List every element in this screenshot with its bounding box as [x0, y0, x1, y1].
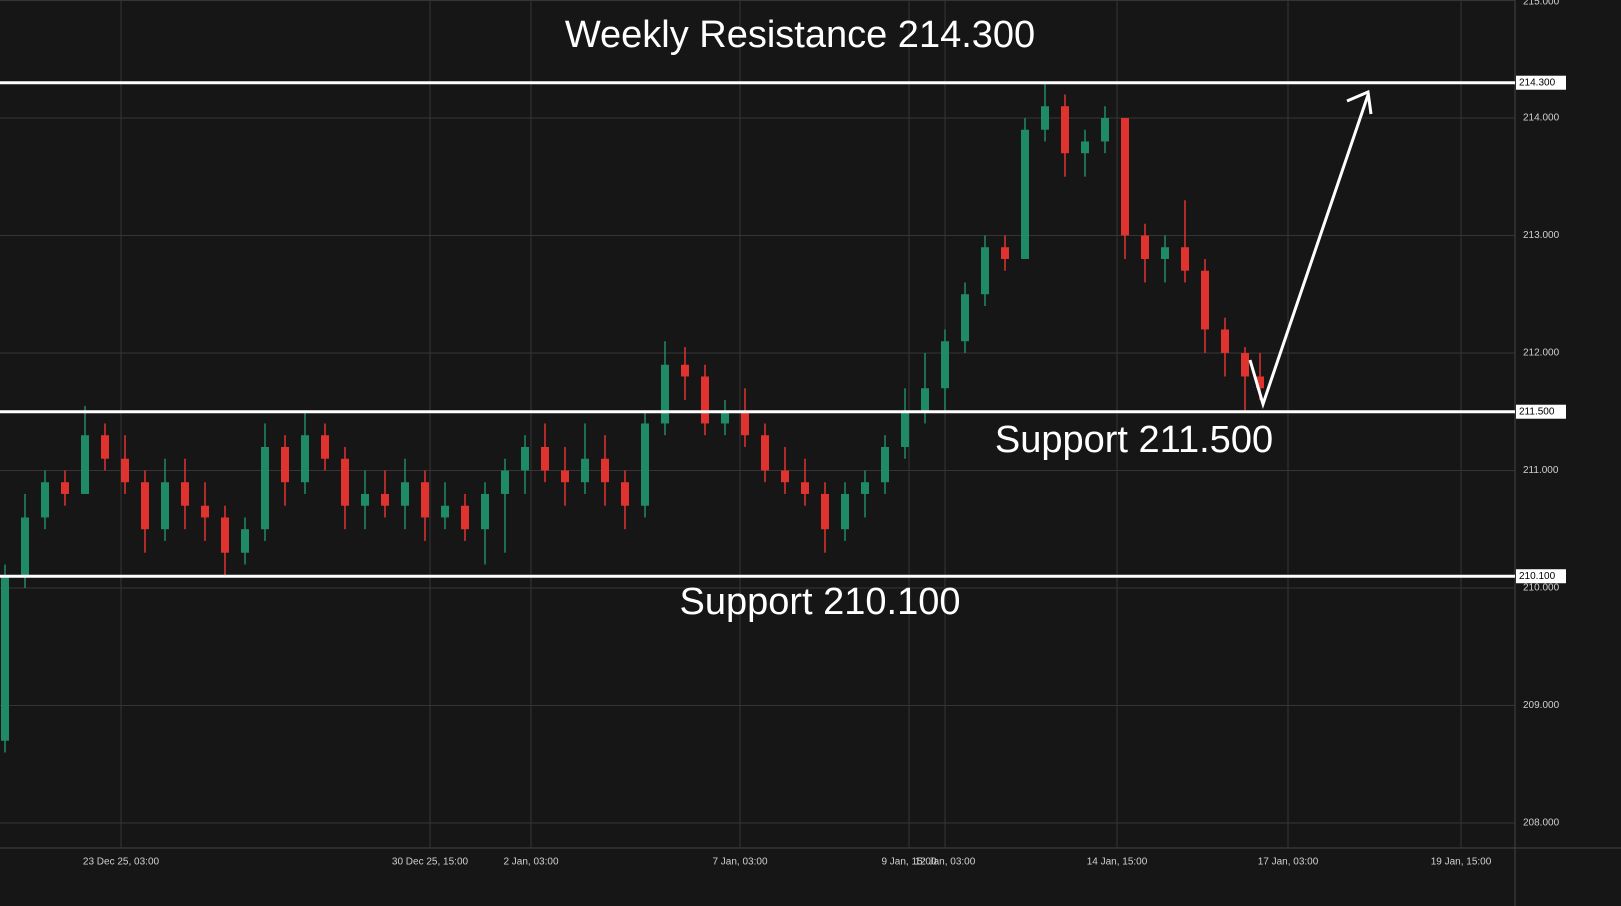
candle-body: [901, 411, 909, 447]
x-tick-label: 7 Jan, 03:00: [712, 857, 767, 868]
candle-body: [461, 505, 469, 530]
candle-body: [261, 446, 269, 530]
candle-body: [81, 435, 89, 494]
candle-body: [641, 423, 649, 506]
grid: [0, 0, 1515, 848]
candle-body: [1081, 141, 1089, 154]
y-tick-label: 213.000: [1523, 230, 1560, 241]
candle-body: [41, 482, 49, 518]
y-tick-label: 211.000: [1523, 465, 1559, 476]
candle-body: [1256, 376, 1264, 389]
candle-body: [761, 435, 769, 471]
candle-body: [681, 364, 689, 377]
candle-body: [441, 505, 449, 518]
candle-body: [1181, 247, 1189, 271]
level-label-box: [1516, 569, 1566, 584]
x-tick-label: 17 Jan, 03:00: [1258, 857, 1319, 868]
y-tick-label: 208.000: [1523, 818, 1560, 829]
candle-body: [241, 529, 249, 553]
candle-body: [1101, 117, 1109, 142]
candle-body: [381, 493, 389, 506]
candle-body: [1, 576, 9, 741]
candle-body: [21, 517, 29, 577]
candle-body: [1201, 270, 1209, 330]
x-tick-label: 14 Jan, 15:00: [1087, 857, 1148, 868]
y-tick-label: 215.000: [1523, 0, 1560, 8]
candle-body: [841, 493, 849, 530]
candle-body: [1021, 129, 1029, 259]
candle-body: [321, 435, 329, 459]
candle-body: [1141, 235, 1149, 259]
level-label-box: [1516, 404, 1566, 419]
candle-body: [61, 482, 69, 494]
candle-body: [281, 446, 289, 483]
x-tick-label: 9 Jan, 15:00: [881, 857, 936, 868]
arrow-head: [1346, 89, 1373, 115]
candle-body: [341, 458, 349, 506]
candle-body: [101, 435, 109, 459]
candle-body: [1001, 247, 1009, 259]
candle-body: [941, 341, 949, 389]
labels: 208.000 209.000 210.000 211.000 212.000 213.0…: [83, 0, 1560, 868]
candle-body: [301, 435, 309, 483]
candle-body: [861, 482, 869, 494]
level-label: 211.500: [1519, 406, 1555, 417]
candle-body: [881, 446, 889, 483]
candle-body: [121, 458, 129, 483]
x-tick-label: 19 Jan, 15:00: [1431, 857, 1492, 868]
annotation: Support 211.500: [995, 419, 1273, 461]
candle-body: [601, 458, 609, 483]
level-label: 214.300: [1519, 77, 1556, 88]
candle-body: [1241, 352, 1249, 377]
candle-body: [401, 482, 409, 506]
candle-body: [501, 470, 509, 494]
candles: [1, 82, 1264, 753]
candle-body: [1121, 117, 1129, 236]
candle-body: [141, 482, 149, 530]
level-label-box: [1516, 75, 1566, 90]
candle-body: [541, 446, 549, 471]
candle-body: [361, 493, 369, 506]
candle-body: [781, 470, 789, 483]
candle-body: [621, 482, 629, 506]
candle-body: [1161, 247, 1169, 259]
y-tick-label: 214.000: [1523, 113, 1560, 124]
annotation: Support 210.100: [679, 581, 960, 623]
candle-body: [661, 364, 669, 424]
x-tick-label: 12 Jan, 03:00: [915, 857, 976, 868]
candle-body: [801, 482, 809, 494]
annotation: Weekly Resistance 214.300: [565, 14, 1035, 56]
levels: 214.300 211.500 210.100: [0, 75, 1566, 584]
x-tick-label: 23 Dec 25, 03:00: [83, 857, 160, 868]
projection-arrow: [1248, 89, 1373, 409]
candle-body: [701, 376, 709, 424]
candle-body: [421, 482, 429, 518]
candle-body: [821, 493, 829, 530]
candle-body: [741, 411, 749, 436]
candle-body: [201, 505, 209, 518]
y-tick-label: 210.000: [1523, 583, 1560, 594]
y-tick-label: 209.000: [1523, 700, 1560, 711]
arrow-line: [1248, 94, 1370, 409]
x-tick-label: 30 Dec 25, 15:00: [392, 857, 469, 868]
candle-body: [581, 458, 589, 483]
candle-body: [181, 482, 189, 506]
candle-body: [521, 446, 529, 471]
candle-body: [481, 493, 489, 530]
y-tick-label: 212.000: [1523, 348, 1560, 359]
candle-body: [921, 388, 929, 412]
candle-body: [1061, 106, 1069, 154]
candle-body: [1041, 106, 1049, 130]
candle-body: [561, 470, 569, 483]
candle-body: [161, 482, 169, 530]
candle-body: [961, 294, 969, 342]
candle-body: [221, 517, 229, 553]
candle-body: [981, 247, 989, 295]
candle-body: [1221, 329, 1229, 353]
level-label: 210.100: [1519, 571, 1556, 582]
x-tick-label: 2 Jan, 03:00: [503, 857, 558, 868]
candle-body: [721, 411, 729, 424]
